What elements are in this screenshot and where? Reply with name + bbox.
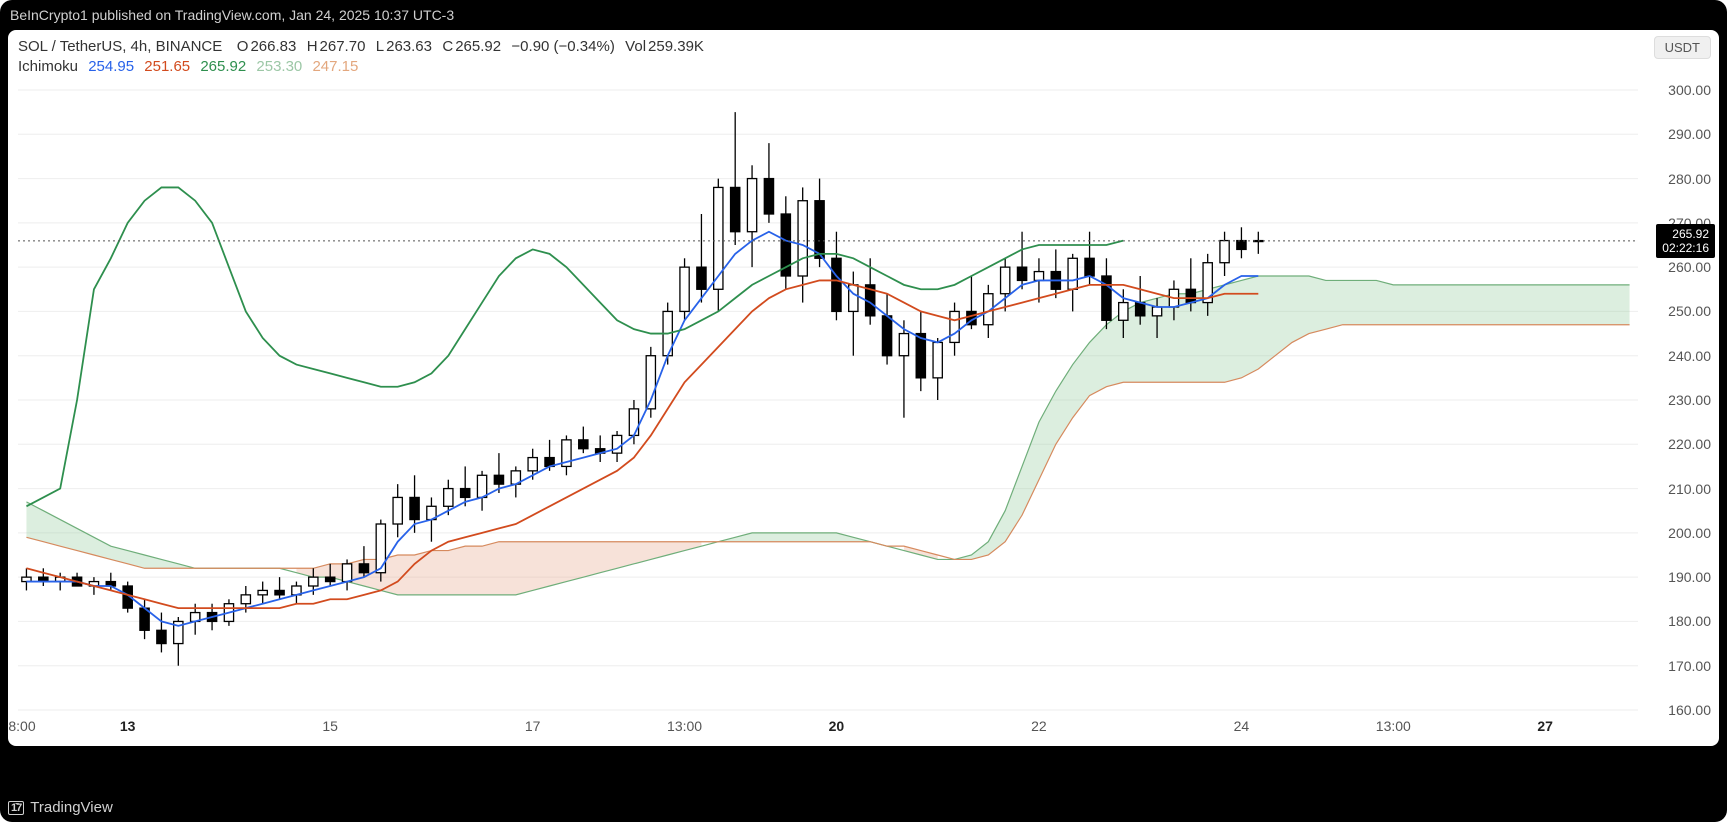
- countdown-value: 02:22:16: [1662, 241, 1709, 255]
- x-tick-label: 27: [1537, 718, 1553, 734]
- y-tick-label: 200.00: [1668, 525, 1711, 541]
- y-tick-label: 230.00: [1668, 392, 1711, 408]
- y-tick-label: 210.00: [1668, 481, 1711, 497]
- y-tick-label: 180.00: [1668, 613, 1711, 629]
- brand-name: TradingView: [30, 799, 113, 816]
- x-tick-label: 13:00: [1376, 718, 1411, 734]
- y-tick-label: 260.00: [1668, 259, 1711, 275]
- y-tick-label: 170.00: [1668, 658, 1711, 674]
- x-axis-labels: 8:00 13 15 17 13:00 20 22 24 13:00 27: [8, 718, 1639, 740]
- chart-panel[interactable]: SOL / TetherUS, 4h, BINANCE O266.83 H267…: [8, 30, 1719, 746]
- x-tick-label: 20: [829, 718, 845, 734]
- x-tick-label: 22: [1031, 718, 1047, 734]
- y-tick-label: 160.00: [1668, 702, 1711, 718]
- brand-footer: 1̄7 TradingView: [8, 799, 113, 816]
- y-axis-labels: 160.00170.00180.00190.00200.00210.00220.…: [1641, 30, 1711, 706]
- x-tick-label: 17: [525, 718, 541, 734]
- x-tick-label: 8:00: [8, 718, 35, 734]
- y-tick-label: 190.00: [1668, 569, 1711, 585]
- y-tick-label: 280.00: [1668, 171, 1711, 187]
- x-tick-label: 15: [322, 718, 338, 734]
- y-tick-label: 220.00: [1668, 436, 1711, 452]
- x-tick-label: 13:00: [667, 718, 702, 734]
- tradingview-logo-icon: 1̄7: [8, 801, 24, 815]
- chart-svg: [8, 30, 1719, 746]
- attribution-text: BeInCrypto1 published on TradingView.com…: [0, 0, 1727, 30]
- y-tick-label: 290.00: [1668, 126, 1711, 142]
- last-price-value: 265.92: [1662, 227, 1709, 241]
- x-tick-label: 24: [1234, 718, 1250, 734]
- last-price-tag: 265.92 02:22:16: [1656, 224, 1715, 258]
- y-tick-label: 250.00: [1668, 303, 1711, 319]
- y-tick-label: 300.00: [1668, 82, 1711, 98]
- x-tick-label: 13: [120, 718, 136, 734]
- y-tick-label: 240.00: [1668, 348, 1711, 364]
